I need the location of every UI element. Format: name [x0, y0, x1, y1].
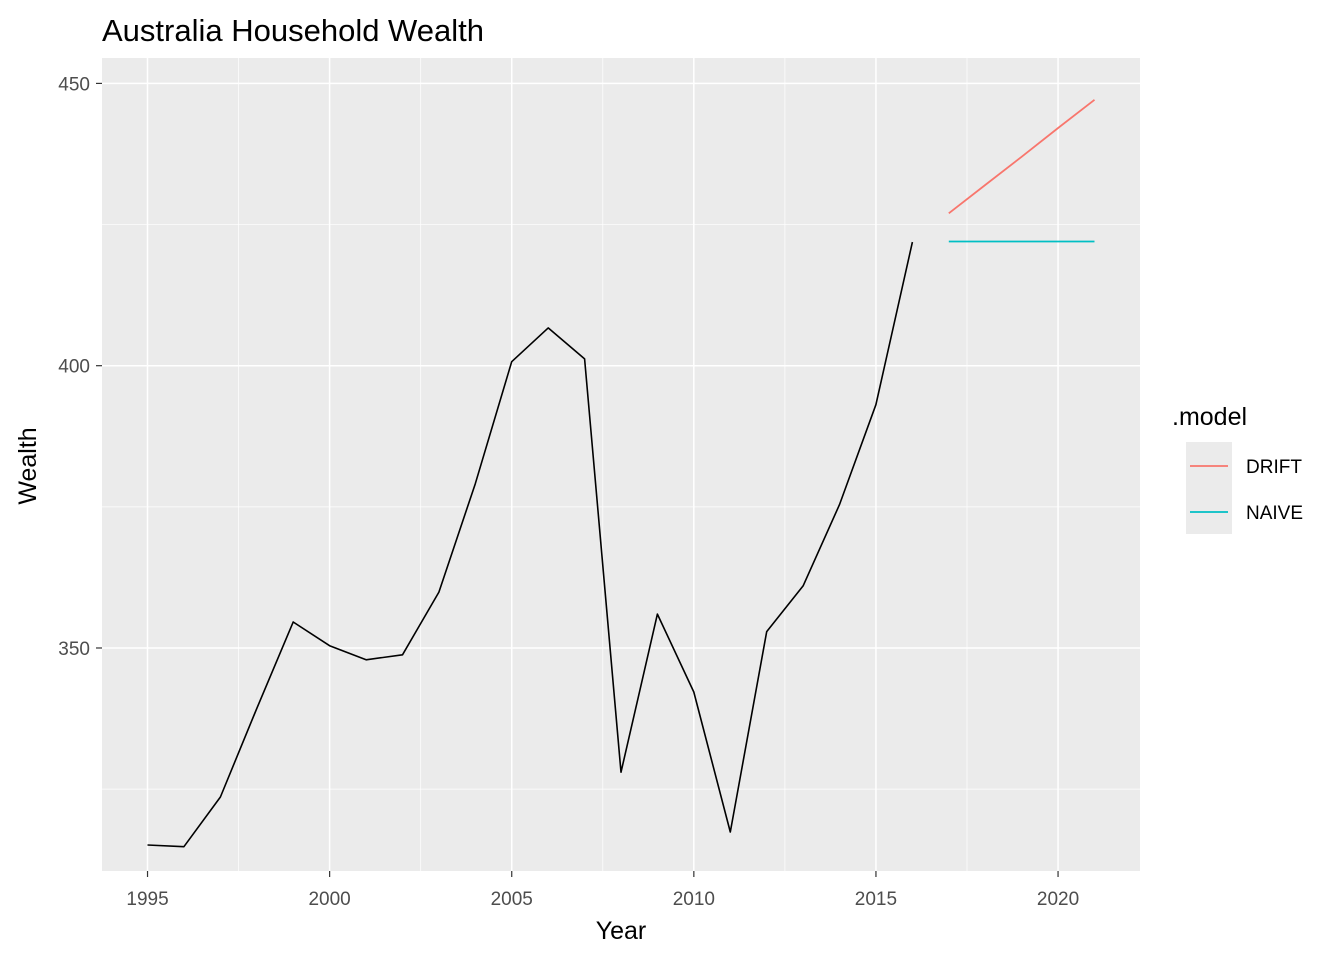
x-tick-label: 2010 [673, 889, 715, 910]
x-tick-labels: 1995 2000 2005 2010 2015 2020 [126, 889, 1079, 910]
legend-label-naive: NAIVE [1246, 503, 1303, 524]
axis-ticks [96, 82, 1059, 877]
history-series-line [147, 241, 914, 848]
series-line-drift [948, 99, 1096, 215]
legend-label-drift: DRIFT [1246, 457, 1302, 478]
grid-major [102, 58, 1140, 871]
history-line [147, 241, 914, 848]
x-tick-label: 2015 [855, 889, 897, 910]
chart-title: Australia Household Wealth [102, 13, 484, 48]
y-tick-labels: 350 400 450 [58, 74, 90, 660]
y-axis-title: Wealth [14, 427, 42, 504]
plot-panel [102, 58, 1140, 871]
x-tick-label: 1995 [126, 889, 168, 910]
y-tick-label: 400 [58, 357, 90, 378]
x-tick-label: 2005 [491, 889, 533, 910]
grid-minor [102, 58, 1140, 871]
legend-keys-background [1186, 442, 1232, 534]
legend-title: .model [1172, 403, 1247, 431]
x-tick-label: 2000 [308, 889, 350, 910]
x-tick-label: 2020 [1037, 889, 1079, 910]
forecast-lines [948, 99, 1096, 243]
y-tick-label: 350 [58, 639, 90, 660]
legend: .model DRIFT NAIVE [1172, 403, 1303, 534]
y-tick-label: 450 [58, 74, 90, 95]
x-axis-title: Year [596, 917, 647, 945]
